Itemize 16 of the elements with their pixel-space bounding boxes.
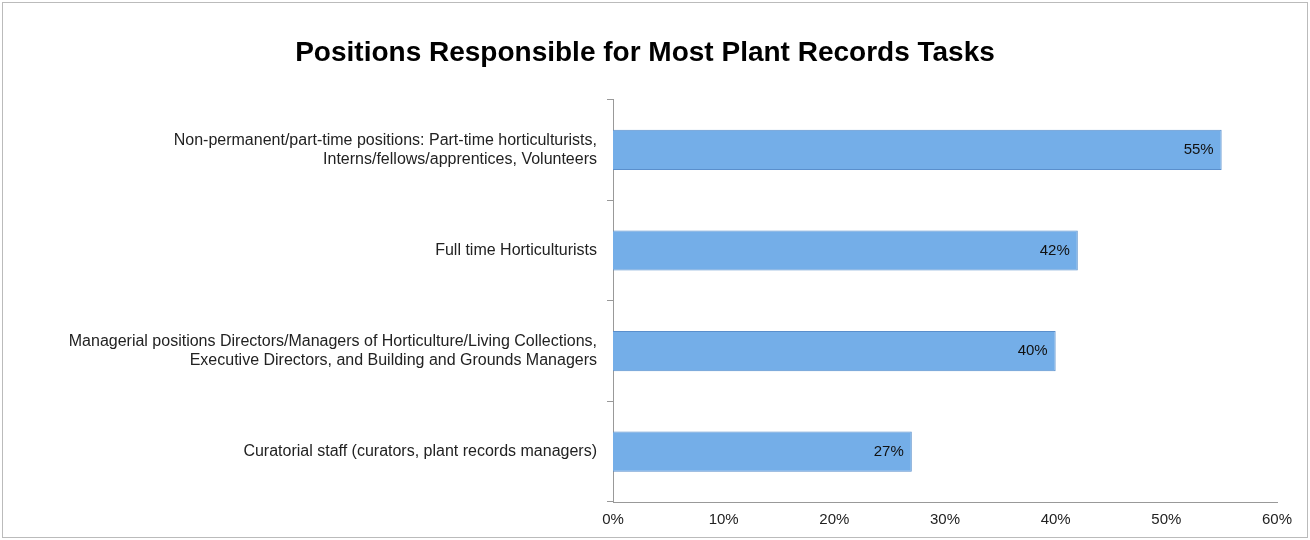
- x-tick-label: 30%: [929, 510, 961, 528]
- x-tick-label: 10%: [708, 510, 739, 528]
- data-label: 40%: [1017, 341, 1048, 359]
- y-tick-label: Managerial positions Directors/Managers of Horticulture/Living Collections, Executive Directors, and Building and Grounds Managers: [68, 331, 597, 369]
- x-tick-label: 50%: [1151, 510, 1182, 528]
- x-tick-label: 20%: [819, 510, 850, 528]
- data-label: 27%: [873, 441, 904, 459]
- y-tick-label: Curatorial staff (curators, plant records managers): [243, 442, 597, 460]
- data-label: 42%: [1039, 240, 1070, 258]
- x-tick-label: 0%: [602, 510, 624, 528]
- data-label: 55%: [1183, 140, 1214, 158]
- chart-title: Positions Responsible for Most Plant Records Tasks: [295, 35, 995, 67]
- x-tick-label: 60%: [1261, 510, 1293, 528]
- y-tick-label: Non-permanent/part-time positions: Part-time horticulturists, Interns/fellows/apprentices, Volunteers: [173, 130, 597, 167]
- y-tick-label: Full time Horticulturists: [435, 240, 597, 258]
- x-tick-label: 40%: [1040, 510, 1071, 528]
